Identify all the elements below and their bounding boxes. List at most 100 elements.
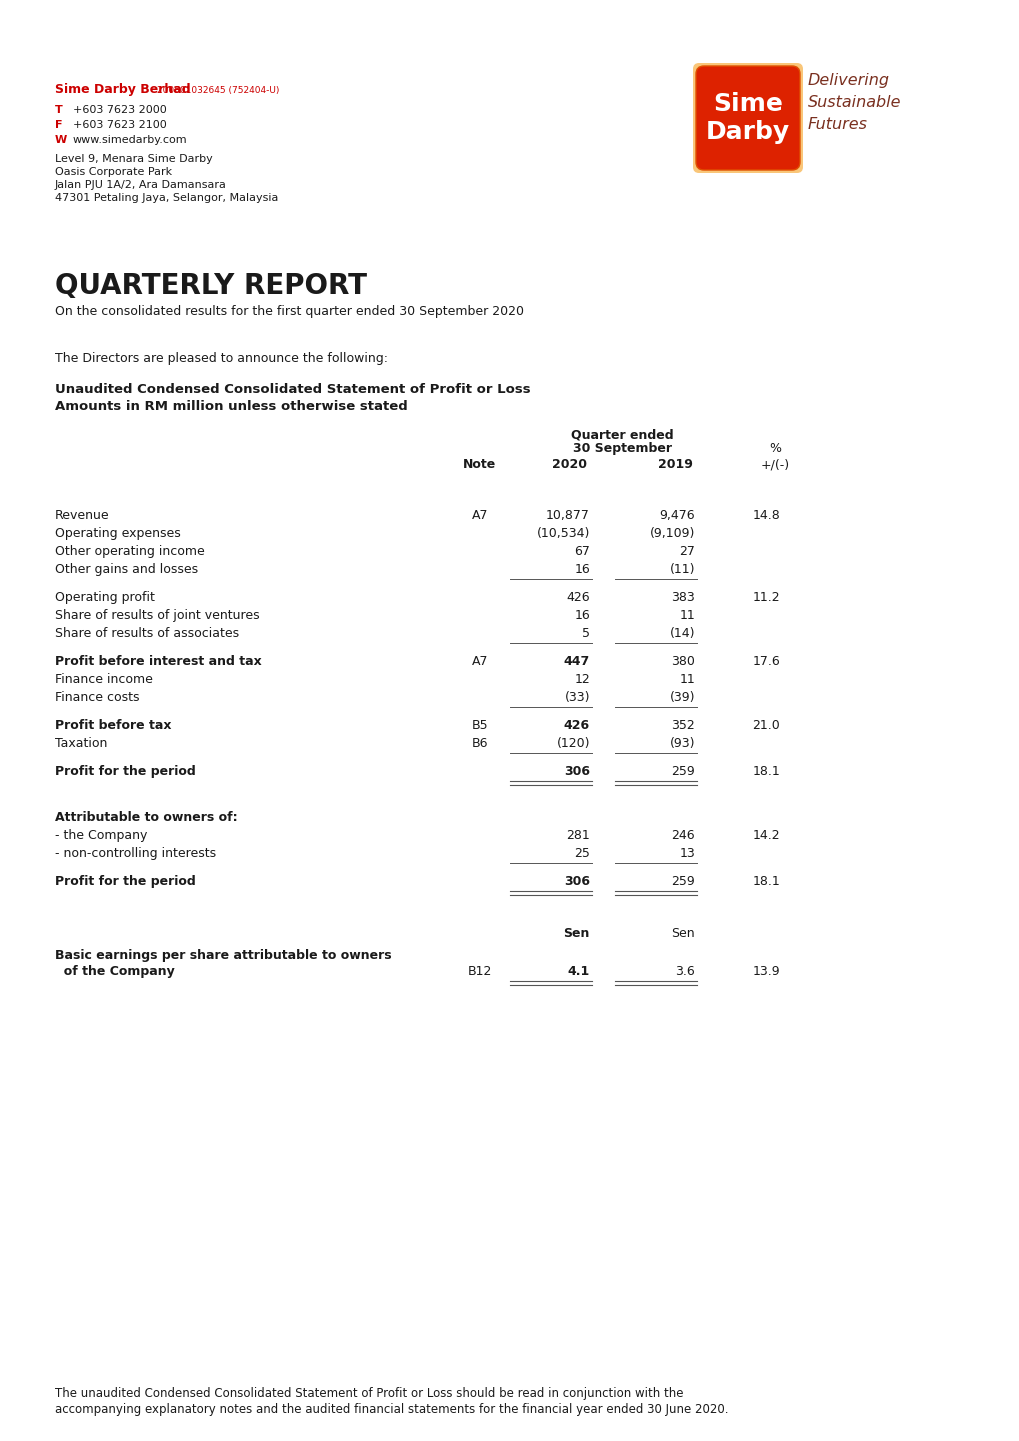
Text: Oasis Corporate Park: Oasis Corporate Park (55, 167, 172, 177)
Text: The unaudited Condensed Consolidated Statement of Profit or Loss should be read : The unaudited Condensed Consolidated Sta… (55, 1388, 683, 1401)
Text: 426: 426 (566, 591, 589, 604)
Text: Jalan PJU 1A/2, Ara Damansara: Jalan PJU 1A/2, Ara Damansara (55, 180, 226, 190)
Text: (14): (14) (668, 627, 694, 640)
Text: Delivering: Delivering (807, 73, 890, 88)
Text: Amounts in RM million unless otherwise stated: Amounts in RM million unless otherwise s… (55, 401, 408, 414)
Text: Finance costs: Finance costs (55, 692, 140, 705)
FancyBboxPatch shape (695, 66, 799, 170)
Text: 16: 16 (574, 610, 589, 623)
Text: The Directors are pleased to announce the following:: The Directors are pleased to announce th… (55, 352, 387, 365)
Text: +603 7623 2100: +603 7623 2100 (73, 120, 166, 130)
Text: B5: B5 (471, 719, 488, 732)
Text: W: W (55, 135, 67, 146)
Text: 21.0: 21.0 (752, 719, 780, 732)
Text: B12: B12 (468, 965, 492, 978)
Text: Sime: Sime (712, 92, 783, 115)
Text: 13: 13 (679, 847, 694, 860)
Text: 352: 352 (671, 719, 694, 732)
Text: 426: 426 (564, 719, 589, 732)
Text: 306: 306 (564, 765, 589, 778)
Text: www.simedarby.com: www.simedarby.com (73, 135, 187, 146)
Text: of the Company: of the Company (55, 965, 174, 978)
Text: 4.1: 4.1 (568, 965, 589, 978)
Text: A7: A7 (471, 656, 488, 669)
Text: (10,534): (10,534) (536, 527, 589, 540)
Text: (120): (120) (556, 736, 589, 749)
Text: 259: 259 (671, 765, 694, 778)
Text: Basic earnings per share attributable to owners: Basic earnings per share attributable to… (55, 950, 391, 963)
Text: F: F (55, 120, 62, 130)
Text: Sen: Sen (671, 927, 694, 940)
Text: 11: 11 (679, 673, 694, 686)
Text: 11.2: 11.2 (752, 591, 780, 604)
Text: Share of results of joint ventures: Share of results of joint ventures (55, 610, 260, 623)
Text: Operating expenses: Operating expenses (55, 527, 180, 540)
Text: 47301 Petaling Jaya, Selangor, Malaysia: 47301 Petaling Jaya, Selangor, Malaysia (55, 193, 278, 203)
Text: Darby: Darby (705, 120, 790, 144)
Text: 9,476: 9,476 (658, 509, 694, 522)
Text: +603 7623 2000: +603 7623 2000 (73, 105, 166, 115)
FancyBboxPatch shape (692, 63, 802, 173)
Text: On the consolidated results for the first quarter ended 30 September 2020: On the consolidated results for the firs… (55, 305, 524, 318)
Text: Taxation: Taxation (55, 736, 107, 749)
Text: QUARTERLY REPORT: QUARTERLY REPORT (55, 272, 367, 300)
Text: 14.8: 14.8 (752, 509, 780, 522)
Text: 2020: 2020 (552, 458, 587, 471)
Text: 18.1: 18.1 (752, 765, 780, 778)
Text: Futures: Futures (807, 117, 867, 133)
Text: Profit for the period: Profit for the period (55, 765, 196, 778)
Text: (33): (33) (564, 692, 589, 705)
Text: 306: 306 (564, 875, 589, 888)
Text: 12: 12 (574, 673, 589, 686)
Text: 2019: 2019 (657, 458, 692, 471)
Text: Quarter ended: Quarter ended (571, 428, 674, 441)
Text: T: T (55, 105, 63, 115)
Text: Sime Darby Berhad: Sime Darby Berhad (55, 84, 191, 97)
Text: (9,109): (9,109) (649, 527, 694, 540)
Text: (93): (93) (668, 736, 694, 749)
Text: 200601032645 (752404-U): 200601032645 (752404-U) (157, 86, 279, 95)
Text: 13.9: 13.9 (752, 965, 780, 978)
Text: Note: Note (463, 458, 496, 471)
Text: Other operating income: Other operating income (55, 545, 205, 558)
Text: Sen: Sen (564, 927, 589, 940)
Text: +/(-): +/(-) (760, 458, 789, 471)
Text: 25: 25 (574, 847, 589, 860)
Text: - non-controlling interests: - non-controlling interests (55, 847, 216, 860)
Text: Operating profit: Operating profit (55, 591, 155, 604)
Text: Other gains and losses: Other gains and losses (55, 563, 198, 576)
Text: 246: 246 (671, 829, 694, 842)
Text: - the Company: - the Company (55, 829, 147, 842)
Text: Revenue: Revenue (55, 509, 109, 522)
Text: 3.6: 3.6 (675, 965, 694, 978)
Text: Sustainable: Sustainable (807, 95, 901, 110)
Text: 11: 11 (679, 610, 694, 623)
Text: Profit for the period: Profit for the period (55, 875, 196, 888)
Text: Profit before tax: Profit before tax (55, 719, 171, 732)
Text: 383: 383 (671, 591, 694, 604)
Text: accompanying explanatory notes and the audited financial statements for the fina: accompanying explanatory notes and the a… (55, 1404, 728, 1417)
Text: 14.2: 14.2 (752, 829, 780, 842)
Text: 18.1: 18.1 (752, 875, 780, 888)
Text: A7: A7 (471, 509, 488, 522)
Text: Attributable to owners of:: Attributable to owners of: (55, 811, 237, 824)
Text: 30 September: 30 September (573, 442, 672, 455)
Text: 259: 259 (671, 875, 694, 888)
Text: Unaudited Condensed Consolidated Statement of Profit or Loss: Unaudited Condensed Consolidated Stateme… (55, 383, 530, 396)
Text: Finance income: Finance income (55, 673, 153, 686)
Text: 5: 5 (582, 627, 589, 640)
Text: (11): (11) (668, 563, 694, 576)
Text: Profit before interest and tax: Profit before interest and tax (55, 656, 262, 669)
Text: 447: 447 (564, 656, 589, 669)
Text: %: % (768, 442, 781, 455)
Text: Level 9, Menara Sime Darby: Level 9, Menara Sime Darby (55, 154, 213, 164)
Text: 10,877: 10,877 (545, 509, 589, 522)
Text: 27: 27 (679, 545, 694, 558)
Text: B6: B6 (471, 736, 488, 749)
Text: 16: 16 (574, 563, 589, 576)
Text: 67: 67 (574, 545, 589, 558)
Text: 17.6: 17.6 (752, 656, 780, 669)
Text: 380: 380 (671, 656, 694, 669)
Text: (39): (39) (668, 692, 694, 705)
Text: 281: 281 (566, 829, 589, 842)
